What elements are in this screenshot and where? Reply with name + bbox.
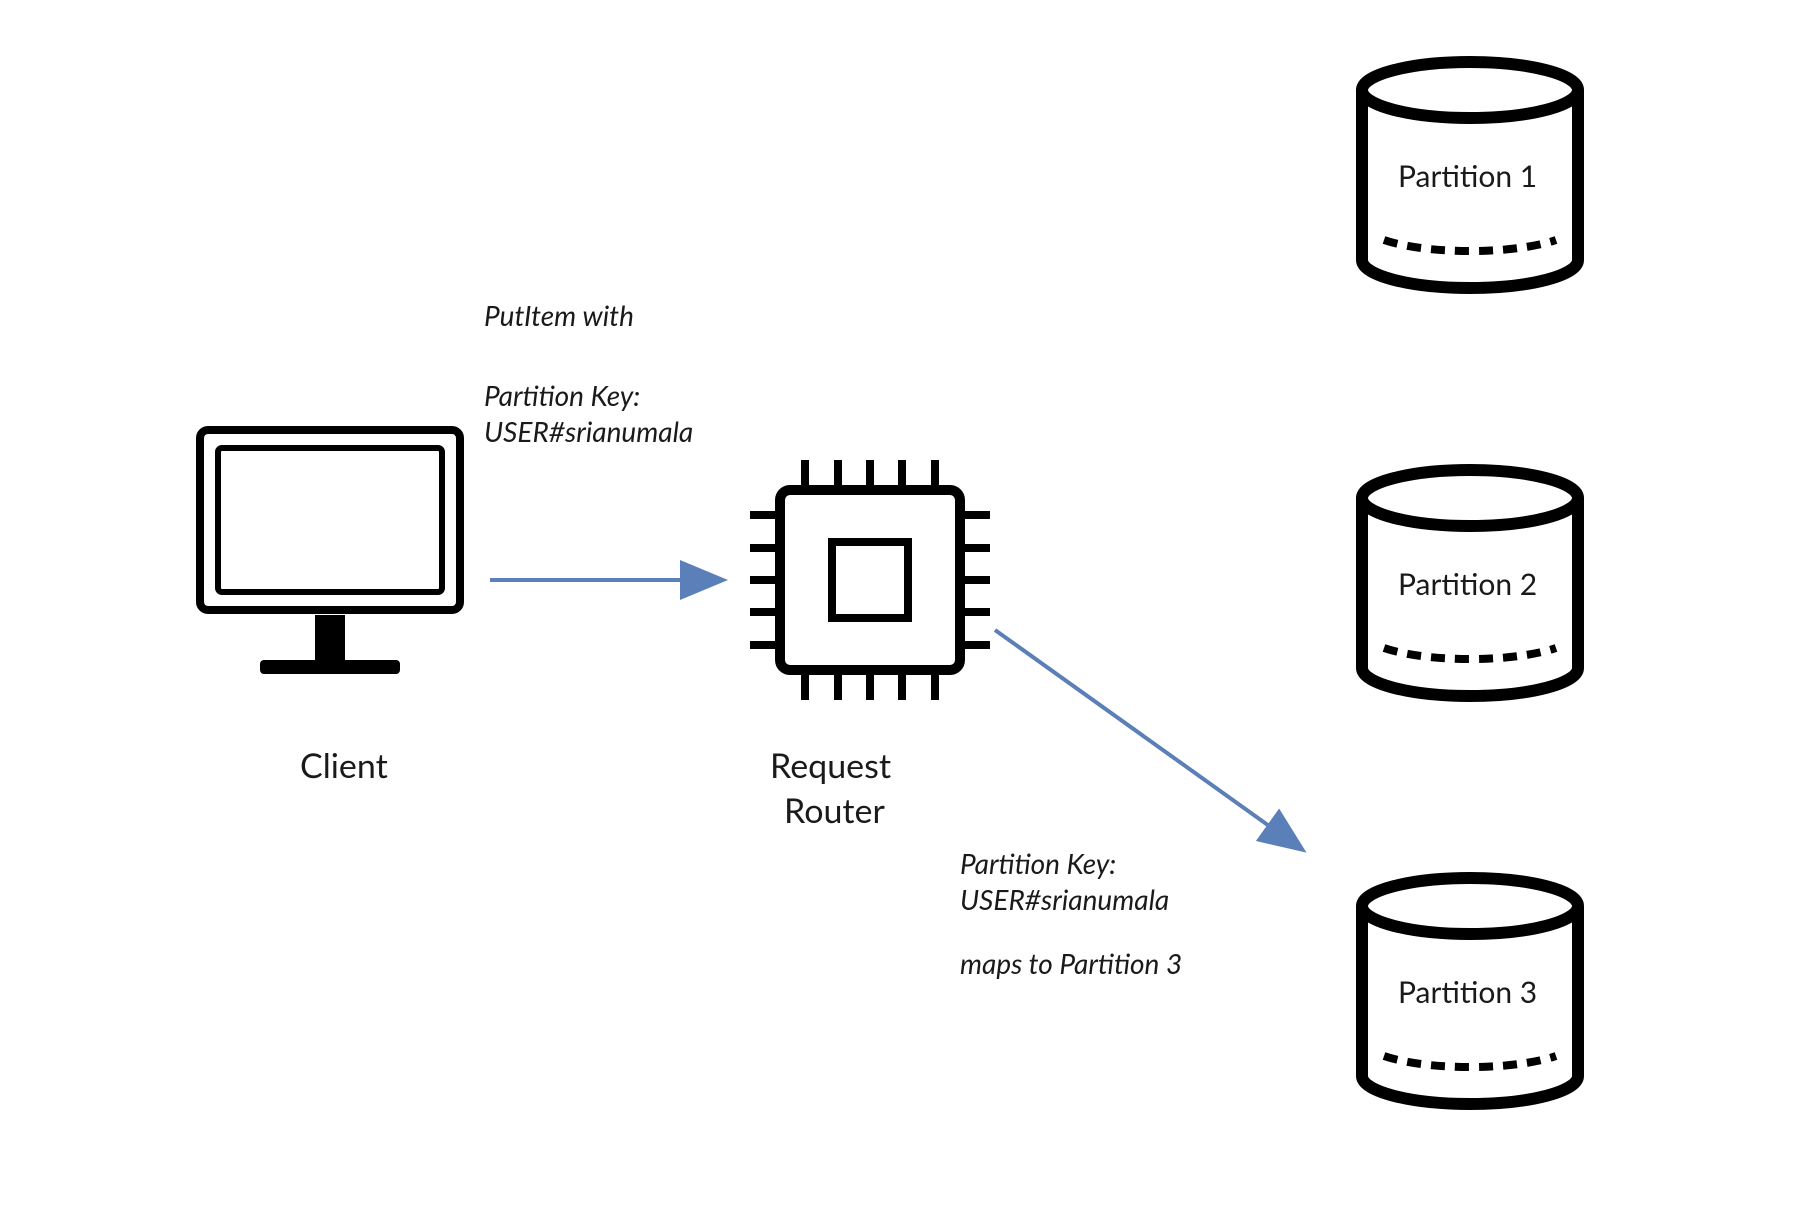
router-icon bbox=[750, 460, 990, 700]
edge-router-partition3 bbox=[995, 630, 1300, 848]
mapping-annotation-line3: maps to Partition 3 bbox=[960, 946, 1182, 980]
mapping-annotation-line2: USER#srianumala bbox=[960, 882, 1169, 916]
mapping-annotation-line1: Partition Key: bbox=[960, 846, 1116, 880]
partition2-label: Partition 2 bbox=[1398, 566, 1537, 602]
partition-routing-diagram: Client Request Router Partition 1 Partit… bbox=[0, 0, 1806, 1219]
router-label-line1: Request bbox=[770, 745, 891, 786]
request-annotation-line1: PutItem with bbox=[484, 298, 634, 332]
partition1-label: Partition 1 bbox=[1398, 158, 1537, 194]
client-icon bbox=[200, 430, 460, 674]
router-label-line2: Router bbox=[784, 790, 885, 831]
client-label: Client bbox=[300, 745, 388, 786]
request-annotation-line3: USER#srianumala bbox=[484, 414, 693, 448]
partition3-label: Partition 3 bbox=[1398, 974, 1537, 1010]
request-annotation-line2: Partition Key: bbox=[484, 378, 640, 412]
